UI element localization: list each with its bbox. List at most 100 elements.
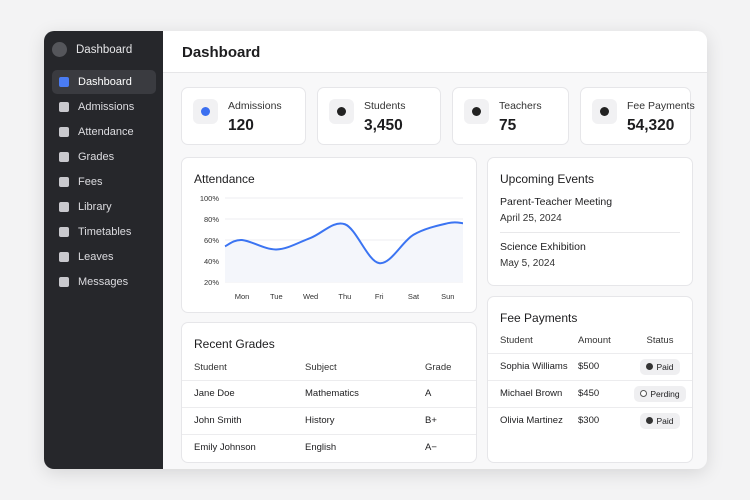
user-icon [464, 99, 489, 124]
main: Dashboard Admissions 120 Students 3,450 Teac… [163, 31, 707, 469]
sidebar-item-label: Leaves [78, 251, 114, 263]
sidebar-item-messages[interactable]: Messages [52, 270, 156, 294]
table-cell: Mathematics [305, 380, 425, 408]
sidebar-item-admissions[interactable]: Admissions [52, 95, 156, 119]
card-title: Recent Grades [194, 337, 275, 351]
status-text: Perding [650, 388, 680, 399]
stat-card-teachers[interactable]: Teachers 75 [452, 87, 569, 145]
card-title: Attendance [194, 172, 255, 186]
stat-value: 3,450 [364, 117, 403, 134]
fees-table: Student Amount Status Sophia Williams $500 Pa… [488, 329, 692, 434]
dashboard-icon [59, 77, 69, 87]
event-date: May 5, 2024 [500, 258, 556, 269]
x-tick-label: Sun [441, 292, 454, 301]
library-icon [59, 202, 69, 212]
divider [500, 232, 680, 233]
sidebar-item-label: Dashboard [78, 76, 132, 88]
event-item[interactable]: Science Exhibition May 5, 2024 [500, 241, 586, 269]
stat-label: Fee Payments [627, 100, 695, 112]
stat-card-fee-payments[interactable]: Fee Payments 54,320 [580, 87, 695, 145]
attendance-chart: 100% 80% 60% 40% 20% Mon Tue Wed Thu Fri Sat Sun [200, 194, 464, 301]
grades-icon [59, 152, 69, 162]
table-header: Student Subject Grade [182, 356, 476, 381]
y-tick-label: 40% [204, 257, 219, 266]
table-row[interactable]: Michael Brown $450 Perding [488, 380, 692, 408]
attendance-line [224, 221, 464, 265]
table-cell: Michael Brown [488, 380, 578, 408]
table-cell: History [305, 407, 425, 435]
stat-card-admissions[interactable]: Admissions 120 [181, 87, 306, 145]
stat-label: Students [364, 100, 406, 112]
x-tick-label: Mon [235, 292, 250, 301]
check-circle-icon [646, 363, 654, 370]
event-name: Science Exhibition [500, 241, 586, 253]
column-header: Grade [425, 356, 476, 381]
table-cell: Sophia Williams [488, 353, 578, 381]
chat-icon [59, 252, 69, 262]
stat-value: 120 [228, 117, 254, 134]
clock-icon [640, 390, 648, 397]
table-cell: A [425, 380, 476, 408]
sidebar-item-library[interactable]: Library [52, 195, 156, 219]
check-circle-icon [592, 99, 617, 124]
sidebar: Dashboard Dashboard Admissions Attendance G… [44, 31, 163, 469]
sidebar-item-label: Fees [78, 176, 103, 188]
add-user-icon [193, 99, 218, 124]
sidebar-item-grades[interactable]: Grades [52, 145, 156, 169]
status-badge: Paid [640, 358, 680, 375]
table-row[interactable]: Emily Johnson English A− [182, 434, 476, 461]
table-cell: $500 [578, 353, 628, 381]
table-cell: A− [425, 442, 437, 454]
stat-value: 54,320 [627, 117, 675, 134]
user-icon [59, 127, 69, 137]
brand: Dashboard [52, 42, 132, 57]
recent-grades-card: Recent Grades Student Subject Grade Jane Do… [181, 322, 477, 463]
status-text: Paid [656, 415, 674, 426]
sidebar-item-label: Admissions [78, 101, 135, 113]
y-tick-label: 20% [204, 278, 219, 287]
app-window: Dashboard Dashboard Admissions Attendance G… [44, 31, 707, 469]
sidebar-item-timetables[interactable]: Timetables [52, 220, 156, 244]
sidebar-item-attendance[interactable]: Attendance [52, 120, 156, 144]
table-cell: John Smith [182, 407, 305, 435]
y-tick-label: 100% [200, 194, 220, 203]
table-row[interactable]: Jane Doe Mathematics A [182, 380, 476, 408]
stat-label: Teachers [499, 100, 542, 112]
table-row[interactable]: Olivia Martinez $300 Paid [488, 407, 692, 434]
calendar-icon [59, 227, 69, 237]
event-item[interactable]: Parent-Teacher Meeting April 25, 2024 [500, 196, 612, 224]
table-cell: $450 [578, 380, 628, 408]
table-cell: Olivia Martinez [500, 415, 563, 427]
card-title: Fee Payments [500, 311, 578, 325]
stat-card-students[interactable]: Students 3,450 [317, 87, 441, 145]
sidebar-item-label: Attendance [78, 126, 134, 138]
sidebar-item-fees[interactable]: Fees [52, 170, 156, 194]
x-tick-label: Fri [375, 292, 384, 301]
column-header: Student [182, 356, 305, 381]
table-row[interactable]: John Smith History B+ [182, 407, 476, 435]
stat-label: Admissions [228, 100, 282, 112]
table-row[interactable]: Sophia Williams $500 Paid [488, 353, 692, 381]
user-icon [329, 99, 354, 124]
check-circle-icon [646, 417, 654, 425]
event-name: Parent-Teacher Meeting [500, 196, 613, 208]
x-tick-label: Wed [303, 292, 318, 301]
upcoming-events-card: Upcoming Events Parent-Teacher Meeting Ap… [487, 157, 693, 286]
grades-table: Student Subject Grade Jane Doe Mathematics A J… [182, 356, 476, 461]
x-tick-label: Tue [270, 292, 283, 301]
sidebar-nav: Dashboard Admissions Attendance Grades Fees L… [52, 70, 156, 295]
sidebar-item-dashboard[interactable]: Dashboard [52, 70, 156, 94]
y-tick-label: 80% [204, 215, 219, 224]
status-badge: Perding [634, 385, 686, 402]
attendance-card: Attendance 100% 80% 60% 40% 20% Mon Tue Wed Thu F… [181, 157, 477, 313]
fee-payments-card: Fee Payments Student Amount Status Sophia W… [487, 296, 693, 463]
sidebar-item-leaves[interactable]: Leaves [52, 245, 156, 269]
table-header: Student Amount Status [488, 329, 692, 354]
event-date: April 25, 2024 [500, 213, 562, 224]
status-badge: Paid [640, 412, 680, 429]
x-tick-label: Thu [338, 292, 351, 301]
sidebar-item-label: Timetables [78, 226, 132, 238]
area-fill [225, 222, 463, 282]
logo-icon [52, 42, 67, 57]
sidebar-item-label: Library [78, 201, 112, 213]
